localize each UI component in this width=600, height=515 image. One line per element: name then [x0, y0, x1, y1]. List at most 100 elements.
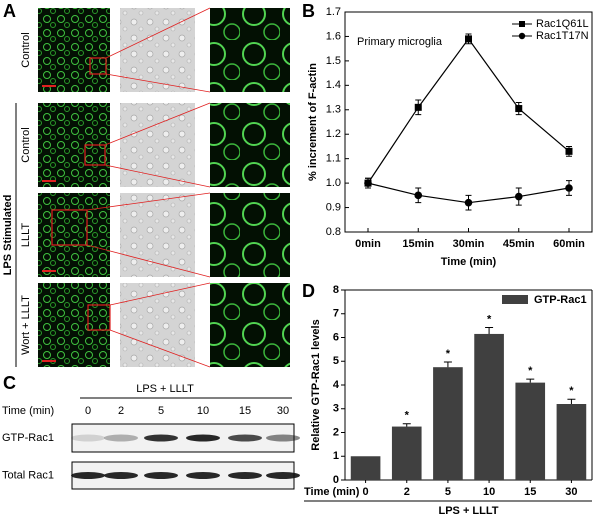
zoom-image [210, 103, 290, 187]
legend-marker [519, 21, 525, 27]
brightfield-image [120, 193, 195, 277]
lane-label: 15 [239, 405, 251, 417]
x-tick-label: 0min [355, 238, 381, 250]
y-tick-label: 1.2 [326, 128, 341, 140]
time-label: Time (min) [2, 405, 54, 417]
y-tick-label: 1.5 [326, 55, 341, 67]
zoom-line [109, 329, 211, 368]
legend-label: Rac1T17N [536, 30, 589, 42]
brightfield-image [120, 103, 195, 187]
error-bar [526, 378, 535, 383]
x-tick-label: 15 [524, 486, 536, 498]
x-tick-label: 30 [565, 486, 577, 498]
blot-band [266, 434, 300, 442]
blot-band [104, 472, 138, 479]
legend-swatch [502, 295, 528, 304]
error-bar [402, 423, 411, 427]
x-tick-label: 0 [363, 486, 369, 498]
zoom-box [51, 209, 88, 246]
y-tick-label: 1 [333, 450, 339, 462]
zoom-line [86, 192, 211, 211]
bar [350, 456, 381, 480]
zoom-box [89, 57, 107, 75]
y-tick-label: 1.3 [326, 104, 341, 116]
row-label: LLLT [20, 223, 32, 248]
fluorescence-image [38, 8, 110, 92]
zoom-line [105, 73, 211, 93]
y-tick-label: 0 [333, 474, 339, 486]
zoom-box [87, 304, 111, 331]
legend-label: GTP-Rac1 [534, 294, 587, 306]
panel-label: C [3, 373, 16, 393]
y-tick-label: 1.0 [326, 177, 341, 189]
y-tick-label: 1.1 [326, 153, 341, 165]
marker [515, 105, 523, 113]
blot-row-label: GTP-Rac1 [2, 432, 54, 444]
blot-band [228, 434, 262, 442]
blot-band [186, 472, 220, 479]
blot-band [144, 434, 178, 442]
series-line [367, 37, 570, 184]
y-tick-label: 3 [333, 403, 339, 415]
bar [556, 404, 587, 480]
zoom-box [84, 144, 106, 166]
blot-band [104, 434, 138, 442]
marker [414, 103, 422, 111]
blot-band [71, 472, 105, 479]
bar [515, 382, 546, 480]
blot-band [144, 472, 178, 479]
x-tick-label: 2 [404, 486, 410, 498]
x-axis-label: Time (min) [441, 256, 497, 268]
error-bar [567, 398, 576, 404]
blot-band [266, 472, 300, 479]
marker [364, 179, 372, 187]
fluorescence-image [38, 283, 110, 367]
zoom-line [105, 7, 211, 59]
significance-mark: * [569, 385, 574, 397]
zoom-image [210, 8, 290, 92]
y-tick-label: 7 [333, 308, 339, 320]
marker [464, 198, 473, 207]
x-tick-label: 5 [445, 486, 451, 498]
y-tick-label: 5 [333, 355, 339, 367]
marker [465, 35, 472, 43]
zoom-image [210, 193, 290, 277]
blot-title: LPS + LLLT [136, 383, 194, 395]
group-label: LPS Stimulated [2, 195, 14, 276]
error-bar [485, 327, 494, 334]
zoom-line [86, 244, 211, 278]
significance-mark: * [487, 313, 492, 325]
blot-row-label: Total Rac1 [2, 469, 54, 481]
panel-label: A [3, 1, 16, 21]
bar [391, 426, 422, 480]
row-label: Control [20, 32, 32, 67]
marker [565, 147, 573, 155]
brightfield-image [120, 283, 195, 367]
significance-mark: * [405, 410, 410, 422]
lane-label: 10 [197, 405, 209, 417]
blot-band [186, 434, 220, 442]
x-axis-label: LPS + LLLT [439, 505, 499, 515]
y-tick-label: 1.7 [326, 6, 341, 18]
y-tick-label: 2 [333, 426, 339, 438]
lane-label: 5 [158, 405, 164, 417]
brightfield-image [120, 8, 195, 92]
x-tick-label: 30min [453, 238, 485, 250]
marker [414, 191, 423, 200]
x-tick-label: 10 [483, 486, 495, 498]
legend-label: Rac1Q61L [536, 18, 589, 30]
zoom-line [109, 282, 211, 306]
bar [433, 367, 463, 480]
blot-band [228, 472, 262, 479]
y-tick-label: 6 [333, 331, 339, 343]
zoom-line [104, 164, 211, 188]
significance-mark: * [446, 348, 451, 360]
y-axis-label: % increment of F-actin [307, 63, 319, 181]
x-prefix-label: Time (min) [304, 486, 360, 498]
lane-label: 0 [85, 405, 91, 417]
fluorescence-image [38, 193, 110, 277]
marker [514, 192, 523, 201]
chart-title: Primary microglia [357, 36, 443, 48]
lane-label: 30 [277, 405, 289, 417]
y-tick-label: 0.8 [326, 226, 341, 238]
